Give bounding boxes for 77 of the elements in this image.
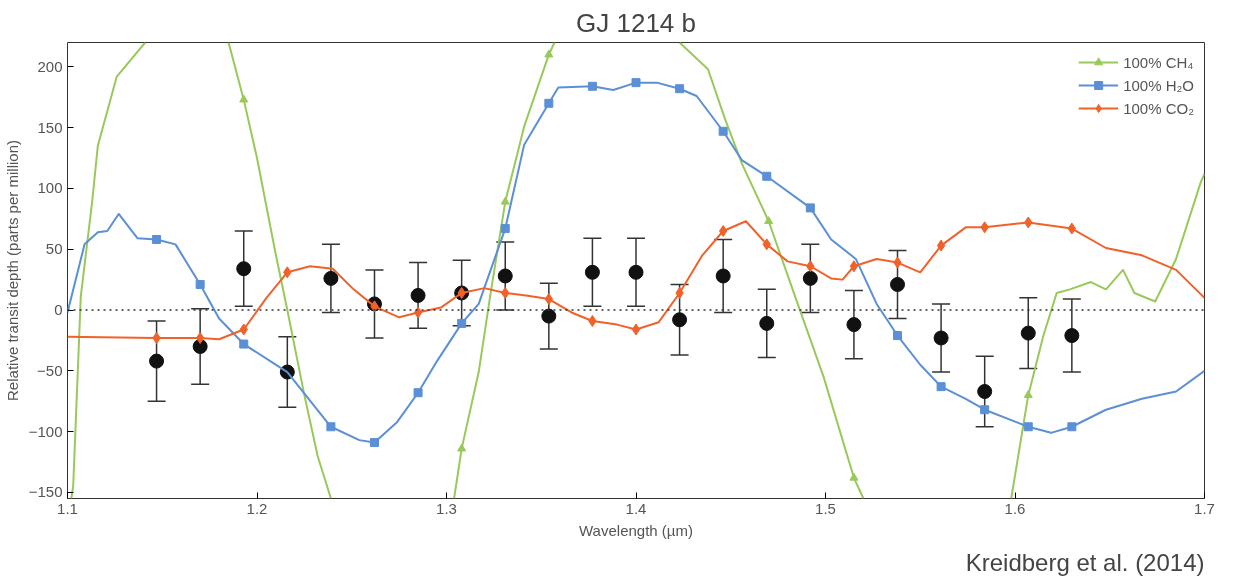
legend-label: 100% CH₄: [1123, 53, 1194, 71]
point: [497, 268, 513, 284]
point: [764, 216, 774, 225]
point: [1023, 422, 1033, 432]
point: [933, 330, 949, 346]
point: [501, 287, 510, 299]
point: [849, 260, 859, 273]
point: [457, 287, 466, 299]
point: [977, 384, 993, 399]
point: [195, 331, 205, 344]
legend-label: 100% H₂O: [1123, 76, 1194, 94]
point: [544, 98, 554, 108]
point: [893, 331, 903, 341]
point: [152, 234, 162, 244]
x-tick-label: 1.3: [436, 499, 457, 517]
point: [718, 126, 728, 136]
point: [846, 317, 862, 333]
point: [410, 287, 426, 303]
x-tick-label: 1.7: [1194, 499, 1215, 517]
point: [672, 312, 688, 328]
point: [1067, 222, 1077, 235]
y-tick-label: −100: [28, 422, 63, 440]
point: [500, 196, 510, 205]
point: [759, 315, 775, 331]
x-tick-label: 1.2: [246, 499, 268, 517]
point: [323, 270, 339, 286]
point: [762, 171, 772, 181]
point: [1067, 422, 1077, 432]
point: [457, 318, 467, 328]
point: [1064, 328, 1080, 344]
y-tick-label: 200: [37, 57, 63, 75]
point: [584, 264, 600, 280]
point: [369, 438, 379, 448]
x-tick-label: 1.6: [1004, 499, 1026, 517]
y-tick-label: 50: [45, 240, 63, 258]
x-tick-label: 1.1: [57, 499, 78, 517]
text: Kreidberg et al. (2014): [965, 548, 1205, 576]
y-tick-label: 150: [37, 118, 63, 136]
point: [1020, 325, 1036, 341]
point: [239, 339, 249, 349]
point: [413, 306, 423, 319]
point: [675, 84, 685, 94]
y-tick-label: 100: [37, 179, 63, 197]
point: [326, 422, 336, 432]
x-tick-label: 1.5: [815, 499, 836, 517]
chart-title: GJ 1214 b: [576, 7, 696, 38]
y-tick-label: −50: [37, 361, 63, 379]
point: [936, 239, 946, 252]
point: [936, 382, 946, 392]
y-tick-label: 0: [54, 301, 63, 319]
legend-label: 100% CO₂: [1123, 99, 1194, 117]
y-axis-title: Relative transit depth (parts per million): [3, 140, 21, 401]
point: [1023, 390, 1033, 398]
point: [631, 323, 641, 336]
y-tick-label: −150: [28, 483, 63, 501]
point: [675, 287, 684, 299]
point: [541, 308, 557, 324]
point: [849, 472, 859, 481]
point: [192, 339, 208, 354]
x-tick-label: 1.4: [625, 499, 647, 517]
point: [980, 405, 990, 415]
point: [500, 224, 510, 234]
point: [544, 49, 554, 58]
point: [890, 277, 906, 292]
point: [805, 203, 815, 213]
point: [587, 81, 597, 91]
point: [802, 270, 818, 286]
point: [715, 268, 731, 284]
point: [236, 261, 252, 277]
point: [239, 94, 249, 103]
point: [628, 264, 644, 280]
x-axis-title: Wavelength (µm): [579, 521, 693, 539]
point: [413, 388, 423, 398]
point: [457, 443, 467, 452]
point: [195, 279, 205, 289]
point: [149, 353, 165, 369]
point: [631, 78, 641, 88]
